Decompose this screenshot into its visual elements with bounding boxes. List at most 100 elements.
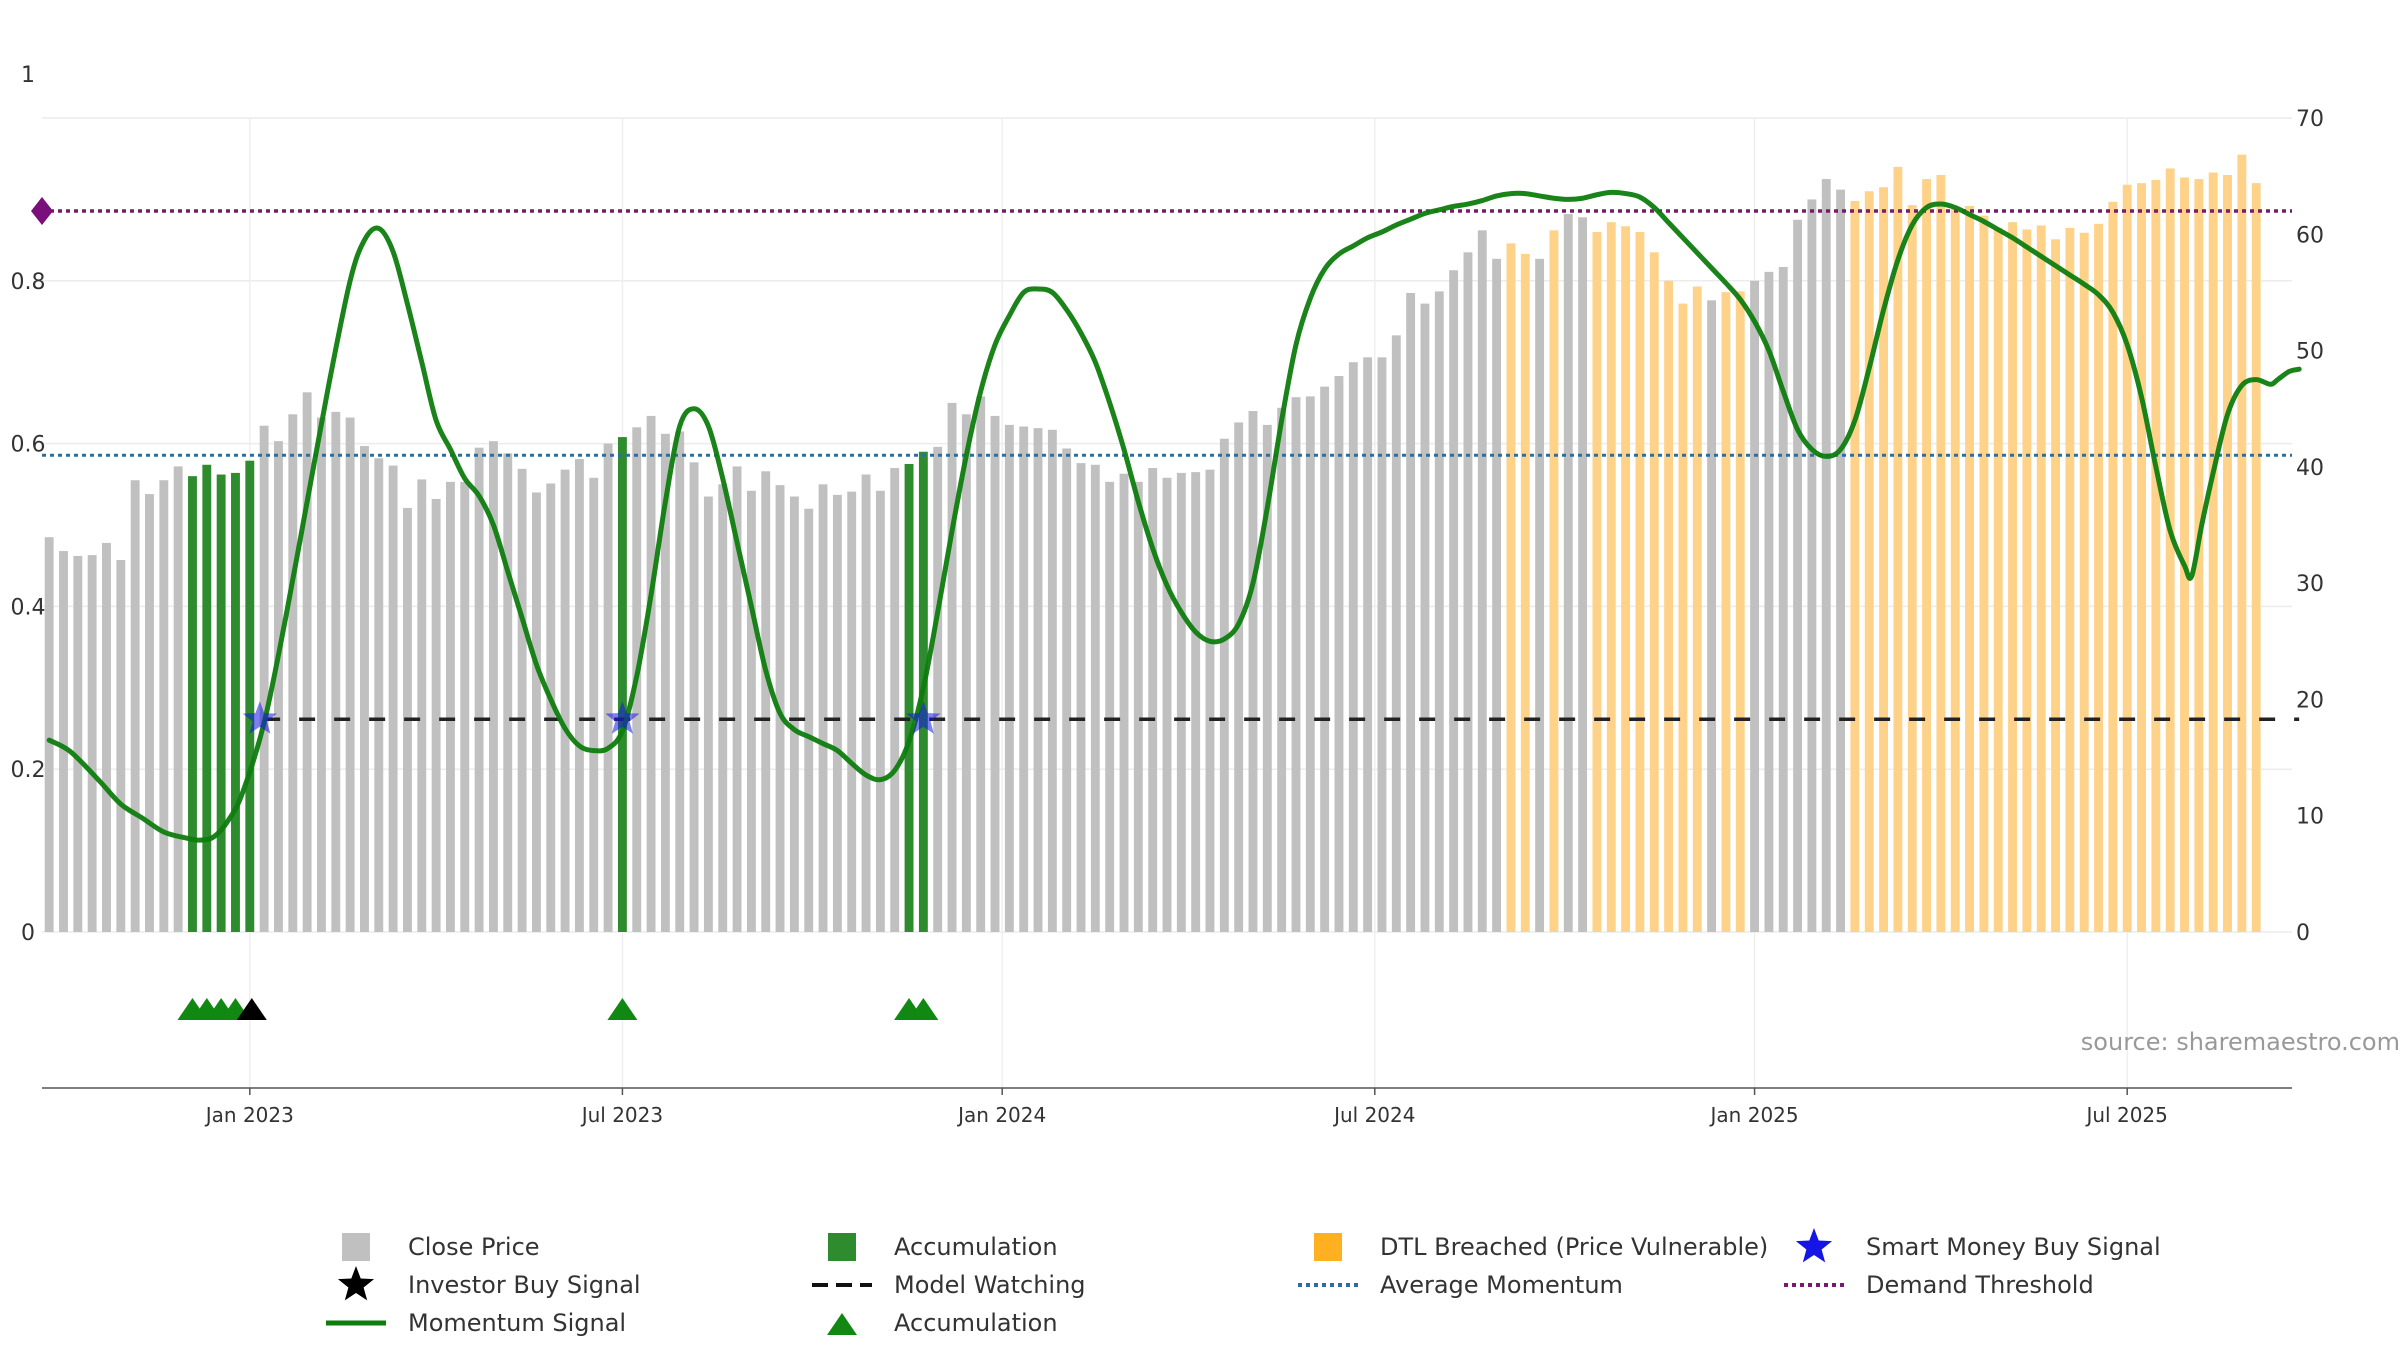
dtl-breached-bar <box>1721 292 1731 932</box>
dtl-breached-bar <box>2151 179 2161 932</box>
dtl-breached-bar <box>2051 239 2060 932</box>
left-tick-label: 0 <box>21 921 35 946</box>
orange-square-icon <box>1314 1233 1342 1261</box>
right-tick-label: 20 <box>2296 688 2324 713</box>
right-tick-label: 30 <box>2296 572 2324 597</box>
close-price-bar <box>259 425 269 932</box>
close-price-bar <box>1420 303 1430 932</box>
legend-item: Demand Threshold <box>1782 1266 2094 1304</box>
close-price-bar <box>1019 426 1029 932</box>
x-tick-label: Jul 2024 <box>1332 1103 1415 1127</box>
close-price-bar <box>933 446 943 932</box>
right-tick-label: 10 <box>2296 805 2324 830</box>
accumulation-bar <box>617 437 627 932</box>
source-label: source: sharemaestro.com <box>2081 1028 2400 1056</box>
dtl-breached-bar <box>1549 230 1559 932</box>
dtl-breached-bar <box>1850 201 1860 932</box>
close-price-bar <box>1205 469 1215 932</box>
close-price-bar <box>1191 472 1201 932</box>
legend-label: Accumulation <box>894 1233 1058 1261</box>
x-tick-label: Jan 2023 <box>204 1103 294 1127</box>
close-price-bar <box>1076 463 1086 932</box>
close-price-bar <box>1707 300 1717 932</box>
close-price-bar <box>1119 473 1129 932</box>
close-price-bar <box>1434 291 1444 933</box>
close-price-bar <box>374 458 384 932</box>
close-price-bar <box>59 551 68 932</box>
dtl-breached-bar <box>1592 231 1602 932</box>
axes: Jan 2023 Jul 2023 Jan 2024 Jul 2024 Jan 2025… <box>11 63 2325 1127</box>
close-price-bar <box>1219 438 1229 932</box>
close-price-bar <box>1162 477 1172 932</box>
accumulation-triangle <box>607 998 638 1020</box>
dtl-breached-bar <box>1965 205 1974 933</box>
close-price-bar <box>1277 407 1287 932</box>
legend-item: Investor Buy Signal <box>324 1266 641 1304</box>
dtl-breached-bar <box>2065 227 2075 932</box>
signal-markers <box>177 701 941 1020</box>
close-price-bar <box>560 469 570 932</box>
close-price-bar <box>832 494 842 932</box>
close-price-bar <box>1004 424 1014 932</box>
close-price-bar <box>345 417 355 932</box>
close-price-bar <box>718 484 728 932</box>
gray-square-icon <box>342 1233 370 1261</box>
close-price-bar <box>288 414 298 932</box>
dtl-breached-bar <box>1922 179 1931 933</box>
right-tick-label: 50 <box>2296 340 2324 365</box>
close-price-bar <box>1563 214 1573 932</box>
dtl-breached-bar <box>2251 183 2261 932</box>
close-price-bar <box>861 474 871 932</box>
legend-label: Momentum Signal <box>408 1309 627 1337</box>
left-tick-label: 0.6 <box>11 433 46 458</box>
close-price-bar <box>1492 258 1502 932</box>
close-price-bar <box>1090 464 1100 932</box>
close-price-bar <box>660 433 670 932</box>
close-price-bar <box>1176 472 1186 932</box>
close-price-bar <box>417 479 427 932</box>
smart-money-buy-star <box>605 701 640 734</box>
close-price-bar <box>1248 411 1258 932</box>
legend-label: Close Price <box>408 1233 540 1261</box>
legend-item: Average Momentum <box>1296 1266 1623 1304</box>
legend-item: Model Watching <box>810 1266 1086 1304</box>
close-price-bar <box>1047 429 1057 932</box>
legend-label: Demand Threshold <box>1866 1271 2094 1299</box>
close-price-bar <box>1807 199 1817 932</box>
close-price-bar <box>1062 448 1072 932</box>
close-price-bar <box>1234 422 1244 932</box>
close-price-bar <box>1764 271 1774 932</box>
blue-star-icon <box>1795 1228 1833 1263</box>
dtl-breached-bar <box>2022 229 2032 932</box>
dtl-breached-bar <box>2180 177 2189 932</box>
dtl-breached-bar <box>1893 166 1903 933</box>
right-tick-label: 60 <box>2296 223 2324 248</box>
close-price-bar <box>1377 357 1387 932</box>
close-price-bar <box>875 490 885 932</box>
close-price-bar <box>847 491 857 932</box>
close-price-bar <box>689 462 699 932</box>
accumulation-bar <box>245 460 255 932</box>
close-price-bar <box>302 392 312 932</box>
dtl-breached-bar <box>1864 191 1874 932</box>
left-tick-label: 0.4 <box>11 595 46 620</box>
close-price-bar <box>789 496 799 932</box>
close-price-bar <box>1821 179 1831 933</box>
close-price-bar <box>1320 386 1330 932</box>
dtl-breached-bar <box>1506 243 1516 932</box>
close-price-bar <box>360 446 369 932</box>
close-price-bar <box>1836 189 1846 932</box>
close-price-bar <box>388 465 398 932</box>
close-price-bar <box>1463 252 1473 932</box>
investor-buy-marker <box>236 998 267 1020</box>
legend-label: Smart Money Buy Signal <box>1866 1233 2161 1261</box>
close-price-bar <box>531 492 541 932</box>
momentum-series <box>46 189 2302 843</box>
legend-label: Investor Buy Signal <box>408 1271 641 1299</box>
dtl-breached-bar <box>2036 225 2046 932</box>
close-price-bar <box>1578 217 1588 933</box>
legend-label: Model Watching <box>894 1271 1086 1299</box>
smart-money-buy-star <box>242 701 277 734</box>
close-price-bar <box>1477 230 1487 932</box>
right-tick-label: 40 <box>2296 456 2324 481</box>
